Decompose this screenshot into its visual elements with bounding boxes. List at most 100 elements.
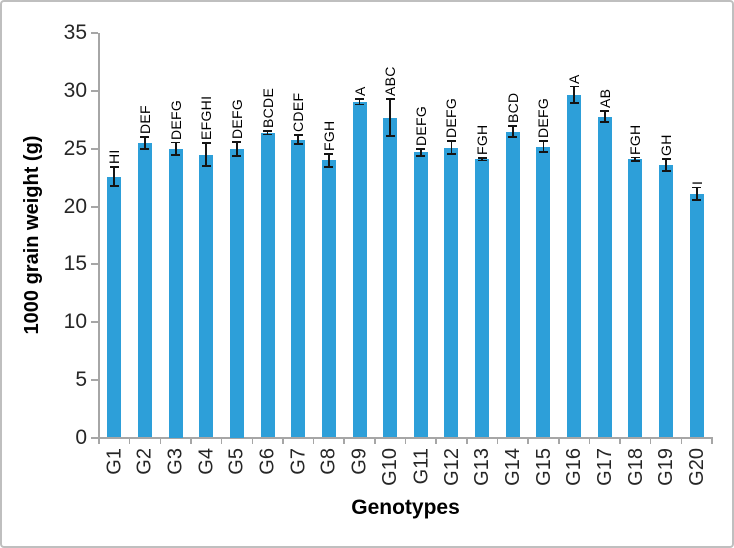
y-axis-line: [97, 33, 100, 440]
error-bar-cap-bottom: [324, 165, 334, 168]
y-tick-label: 10: [63, 310, 87, 334]
error-bar-cap-bottom: [569, 101, 579, 104]
x-tick-mark: [435, 438, 437, 444]
bar: [321, 160, 336, 438]
x-tick-label: G17: [593, 448, 616, 486]
sig-letter-label: EFGHI: [198, 95, 215, 141]
bar: [413, 152, 428, 438]
y-tick-label: 35: [63, 21, 87, 45]
sig-letter-label: A: [566, 73, 583, 84]
error-bar-whisker: [389, 99, 392, 137]
sig-letter-label: FGH: [320, 120, 337, 152]
error-bar-cap-bottom: [293, 143, 303, 146]
sig-letter-label: DEFG: [228, 98, 245, 139]
x-tick-mark: [496, 438, 499, 444]
error-bar-cap-bottom: [600, 121, 610, 124]
bar: [567, 94, 582, 438]
error-bar-cap-bottom: [140, 147, 150, 150]
error-bar-whisker: [266, 130, 269, 135]
bar: [137, 143, 152, 438]
bar: [444, 147, 459, 438]
sig-letter-label: FGH: [474, 124, 491, 156]
x-tick-mark: [159, 438, 162, 444]
error-bar-cap-bottom: [385, 135, 395, 138]
error-bar-cap-top: [293, 134, 303, 136]
error-bar-whisker: [481, 158, 484, 161]
x-tick-label: G1: [103, 448, 126, 475]
bar: [260, 132, 275, 438]
y-tick-mark: [91, 90, 98, 93]
x-tick-label: G11: [409, 448, 432, 485]
error-bar-cap-bottom: [232, 154, 242, 157]
error-bar-cap-bottom: [508, 136, 518, 139]
sig-letter-label: DEFG: [167, 99, 184, 140]
sig-letter-label: CDEF: [290, 92, 307, 133]
x-tick-label: G6: [256, 448, 279, 475]
y-tick-label: 25: [63, 136, 87, 160]
error-bar-cap-bottom: [355, 103, 365, 106]
sig-letter-label: DEF: [136, 105, 153, 135]
x-tick-label: G15: [532, 448, 555, 486]
error-bar-cap-top: [692, 186, 702, 189]
error-bar-cap-top: [538, 139, 548, 142]
error-bar-cap-top: [140, 136, 150, 139]
sig-letter-label: BCD: [504, 92, 521, 123]
x-tick-mark: [190, 438, 192, 444]
sig-letter-label: I: [688, 180, 705, 185]
error-bar-whisker: [542, 140, 545, 153]
error-bar-cap-top: [569, 85, 579, 88]
x-tick-mark: [649, 438, 652, 444]
error-bar-cap-bottom: [630, 160, 640, 162]
error-bar-cap-bottom: [109, 184, 119, 187]
y-tick-mark: [91, 147, 98, 150]
error-bar-cap-bottom: [538, 151, 548, 154]
error-bar-cap-bottom: [446, 153, 456, 155]
y-tick-mark: [91, 32, 98, 35]
bar: [475, 159, 490, 438]
bar: [597, 116, 612, 438]
x-tick-mark: [251, 438, 253, 444]
error-bar-whisker: [419, 148, 422, 156]
x-tick-label: G19: [655, 448, 678, 486]
error-bar-whisker: [573, 86, 575, 103]
y-tick-label: 30: [63, 79, 87, 103]
sig-letter-label: HI: [106, 149, 123, 165]
error-bar-whisker: [144, 137, 146, 149]
error-bar-cap-bottom: [477, 159, 487, 162]
bar: [383, 117, 398, 438]
error-bar-whisker: [205, 143, 208, 167]
x-tick-label: G14: [501, 448, 524, 486]
error-bar-cap-top: [232, 141, 242, 143]
error-bar-cap-top: [416, 147, 426, 150]
error-bar-cap-bottom: [171, 154, 181, 157]
error-bar-whisker: [236, 141, 238, 156]
x-tick-mark: [220, 438, 223, 444]
error-bar-whisker: [695, 187, 698, 201]
bar: [107, 176, 122, 438]
y-tick-mark: [91, 205, 98, 208]
x-tick-mark: [98, 438, 100, 444]
error-bar-cap-top: [171, 141, 181, 144]
x-tick-label: G2: [133, 448, 156, 475]
error-bar-cap-top: [630, 156, 640, 159]
error-bar-whisker: [358, 98, 361, 105]
error-bar-whisker: [113, 167, 116, 186]
x-tick-mark: [128, 438, 131, 444]
x-tick-mark: [466, 438, 468, 444]
y-tick-mark: [91, 321, 98, 324]
bar: [505, 131, 520, 438]
y-tick-mark: [91, 436, 98, 439]
error-bar-whisker: [511, 125, 514, 138]
sig-letter-label: FGH: [627, 124, 644, 155]
error-bar-cap-top: [508, 124, 518, 127]
error-bar-cap-top: [324, 153, 334, 155]
x-tick-mark: [619, 438, 621, 444]
x-tick-mark: [558, 438, 560, 444]
y-tick-mark: [91, 263, 98, 266]
x-tick-label: G7: [287, 448, 310, 475]
x-tick-label: G13: [471, 448, 494, 486]
error-bar-cap-top: [477, 157, 487, 159]
error-bar-whisker: [634, 157, 637, 161]
bar: [352, 101, 367, 438]
